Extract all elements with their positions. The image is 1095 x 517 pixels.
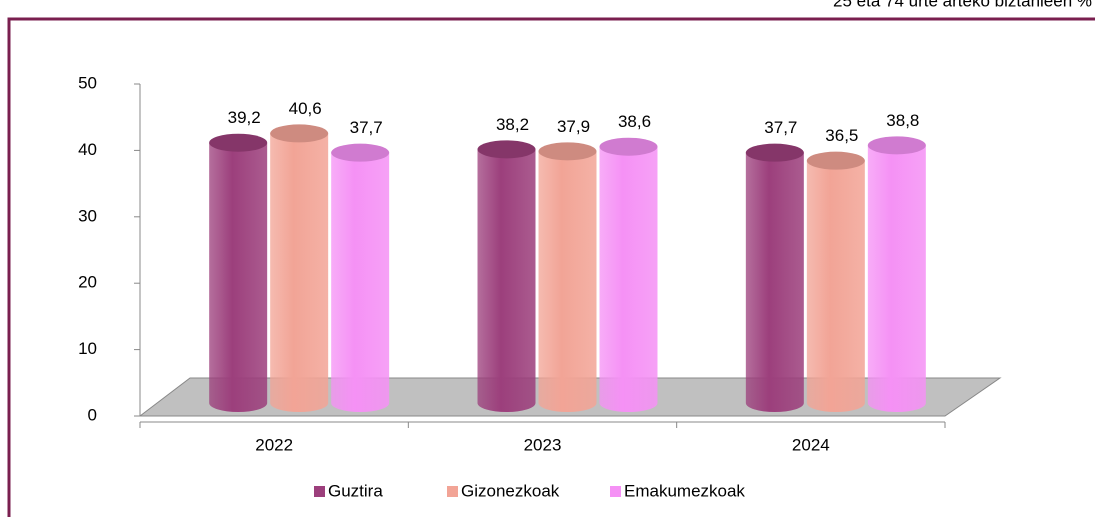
cylinder-top xyxy=(331,143,390,162)
cylinder-body xyxy=(599,146,658,413)
cylinder xyxy=(331,143,390,412)
legend-swatch xyxy=(610,486,621,497)
cylinder-body xyxy=(331,152,390,412)
data-label: 38,2 xyxy=(496,115,529,134)
cylinder-top xyxy=(745,143,804,162)
cylinder-top xyxy=(209,133,268,152)
y-tick-label: 50 xyxy=(78,73,97,92)
data-label: 40,6 xyxy=(289,99,322,118)
data-label: 38,8 xyxy=(886,111,919,130)
legend-label: Emakumezkoak xyxy=(624,481,745,500)
cylinder-top xyxy=(806,151,865,170)
data-label: 37,7 xyxy=(764,118,797,137)
legend-swatch xyxy=(314,486,325,497)
chart-subtitle: 25 eta 74 urte arteko biztanleen % xyxy=(833,0,1092,10)
frame xyxy=(7,17,1095,517)
cylinder xyxy=(209,133,268,412)
cylinder-top xyxy=(599,137,658,156)
cylinder-top xyxy=(477,140,536,159)
cylinder-body xyxy=(209,142,268,412)
cylinder xyxy=(477,140,536,413)
cylinder-body xyxy=(477,149,536,413)
cylinder-top xyxy=(538,142,597,161)
cylinder xyxy=(745,143,804,412)
y-tick-label: 20 xyxy=(78,273,97,292)
cylinder xyxy=(599,137,658,413)
x-tick-label: 2023 xyxy=(524,435,562,454)
cylinder xyxy=(806,151,865,412)
cylinder xyxy=(867,136,926,413)
x-tick-label: 2024 xyxy=(792,435,830,454)
cylinder-body xyxy=(806,160,865,412)
data-label: 37,9 xyxy=(557,117,590,136)
legend-swatch xyxy=(447,486,458,497)
legend-label: Gizonezkoak xyxy=(461,481,560,500)
data-label: 38,6 xyxy=(618,112,651,131)
y-tick-label: 10 xyxy=(78,339,97,358)
data-label: 36,5 xyxy=(825,126,858,145)
y-tick-label: 40 xyxy=(78,140,97,159)
data-label: 39,2 xyxy=(228,108,261,127)
legend-label: Guztira xyxy=(328,481,383,500)
cylinder-body xyxy=(867,145,926,413)
data-label: 37,7 xyxy=(350,118,383,137)
cylinder-body xyxy=(538,151,597,412)
y-tick-label: 30 xyxy=(78,206,97,225)
cylinder-top xyxy=(270,124,329,143)
cylinder-body xyxy=(270,133,329,412)
x-tick-label: 2022 xyxy=(255,435,293,454)
cylinder xyxy=(538,142,597,412)
y-tick-label: 0 xyxy=(88,405,97,424)
cylinder-top xyxy=(867,136,926,155)
cylinder-body xyxy=(745,152,804,412)
cylinder xyxy=(270,124,329,412)
